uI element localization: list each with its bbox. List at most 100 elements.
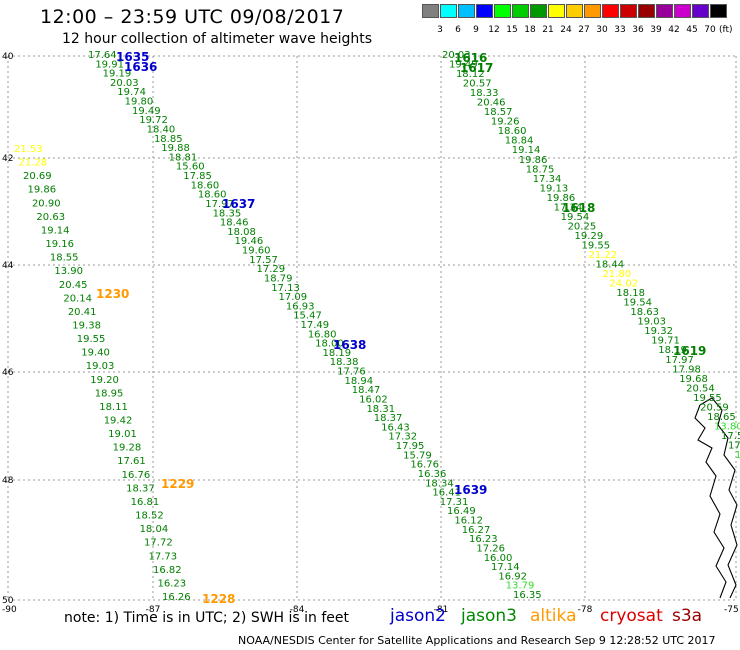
wave-height-value: 18.57 [484,107,513,118]
coastline [694,404,727,599]
satellite-name: s3a [672,606,703,626]
wave-height-value: 17.97 [728,440,740,451]
wave-height-value: 18.47 [352,385,381,396]
wave-height-value: 19.28 [113,443,142,454]
wave-height-value: 18.60 [191,180,220,191]
wave-height-value: 15.47 [293,311,322,322]
wave-height-value: 18.04 [140,524,169,535]
wave-height-value: 19.55 [582,240,611,251]
wave-height-value: 19.55 [693,393,722,404]
wave-height-value: 18.84 [505,136,534,147]
wave-height-value: 19.46 [235,236,264,247]
wave-height-value: 19.26 [491,117,520,128]
wave-height-value: 15.79 [403,450,432,461]
wave-height-value: 17.97 [665,355,694,366]
y-tick-label: 48 [2,476,14,486]
coastline [699,397,738,599]
wave-height-value: 18.11 [99,402,128,413]
wave-height-value: 20.54 [686,383,715,394]
colorbar-swatch [566,4,583,18]
wave-height-value: 17.95 [396,441,425,452]
wave-height-value: 16.23 [158,578,187,589]
wave-height-value: 19.86 [27,185,56,196]
wave-height-value: 16.49 [447,506,476,517]
page-subtitle: 12 hour collection of altimeter wave hei… [62,31,373,47]
wave-height-value: 16.35 [513,590,542,601]
colorbar-label: 3 [437,25,443,35]
wave-height-value: 13.90 [54,266,83,277]
colorbar-label: 70 [704,25,716,35]
wave-height-value: 20.03 [442,50,471,61]
colorbar-label: 24 [560,25,572,35]
wave-height-value: 18.34 [425,478,454,489]
wave-height-value: 16.26 [162,592,191,603]
x-tick-label: -87 [146,605,161,615]
wave-height-value: 16.43 [381,422,410,433]
pass-number-label: 1616 [454,51,487,65]
colorbar-label: 15 [506,25,518,35]
wave-height-value: 18.33 [470,88,499,99]
colorbar-label: 18 [524,25,536,35]
wave-height-value: 18.37 [126,483,155,494]
wave-height-value: 17.13 [271,283,300,294]
wave-height-value: 19.80 [125,97,154,108]
y-tick-label: 40 [2,52,14,62]
wave-height-value: 20.90 [32,198,61,209]
wave-height-value: 18.18 [616,288,645,299]
colorbar-label: 30 [596,25,608,35]
x-tick-label: -75 [724,605,739,615]
wave-height-value: 17.57 [249,255,278,266]
colorbar-label: 33 [614,25,626,35]
wave-height-value: 16.82 [153,565,182,576]
pass-number-label: 1618 [562,201,595,215]
colorbar-swatch [638,4,655,18]
wave-height-value: 19.55 [77,334,106,345]
colorbar-swatch [422,4,439,18]
wave-height-value: 18.95 [95,388,124,399]
colorbar-swatch [548,4,565,18]
wave-height-value: 18.65 [707,412,736,423]
wave-height-value: 13.80 [714,421,740,432]
y-tick-label: 50 [2,596,14,606]
wave-height-value: 17.98 [672,364,701,375]
wave-height-value: 18.19 [322,348,351,359]
colorbar-swatch [692,4,709,18]
wave-height-value: 20.41 [68,307,97,318]
wave-height-value: 20.14 [63,293,92,304]
colorbar-swatch [494,4,511,18]
wave-height-value: 19.42 [104,416,133,427]
wave-height-value: 18.37 [374,413,403,424]
colorbar-label: 9 [473,25,479,35]
wave-height-value: 16.76 [410,460,439,471]
wave-height-value: 17.51 [721,431,740,442]
y-tick-label: 42 [2,154,13,164]
wave-height-value: 16.27 [462,525,491,536]
wave-height-value: 20.46 [477,98,506,109]
colorbar-swatch [620,4,637,18]
wave-height-value: 19.60 [242,246,271,257]
wave-height-value: 19.29 [575,231,604,242]
colorbar-swatch [530,4,547,18]
colorbar-label: 39 [650,25,662,35]
wave-height-value: 19.19 [103,69,132,80]
wave-height-value: 17.49 [301,320,330,331]
colorbar-label: 42 [668,25,680,35]
colorbar-swatch [710,4,727,18]
wave-height-value: 17.26 [476,543,505,554]
wave-height-value: 17.34 [533,174,562,185]
x-tick-label: -81 [434,605,449,615]
wave-height-value: 16.12 [454,516,483,527]
colorbar-label: 12 [488,25,500,35]
wave-height-value: 18.35 [213,208,242,219]
wave-height-value: 14. [735,450,740,461]
wave-height-value: 15.60 [176,162,205,173]
colorbar-label: 36 [632,25,644,35]
wave-height-value: 18.79 [264,273,293,284]
wave-height-value: 20.63 [36,212,65,223]
satellite-name: cryosat [600,606,663,626]
wave-height-value: 19.20 [90,375,119,386]
wave-height-value: 18.63 [630,307,659,318]
colorbar-swatch [476,4,493,18]
pass-number-label: 1638 [333,338,366,352]
